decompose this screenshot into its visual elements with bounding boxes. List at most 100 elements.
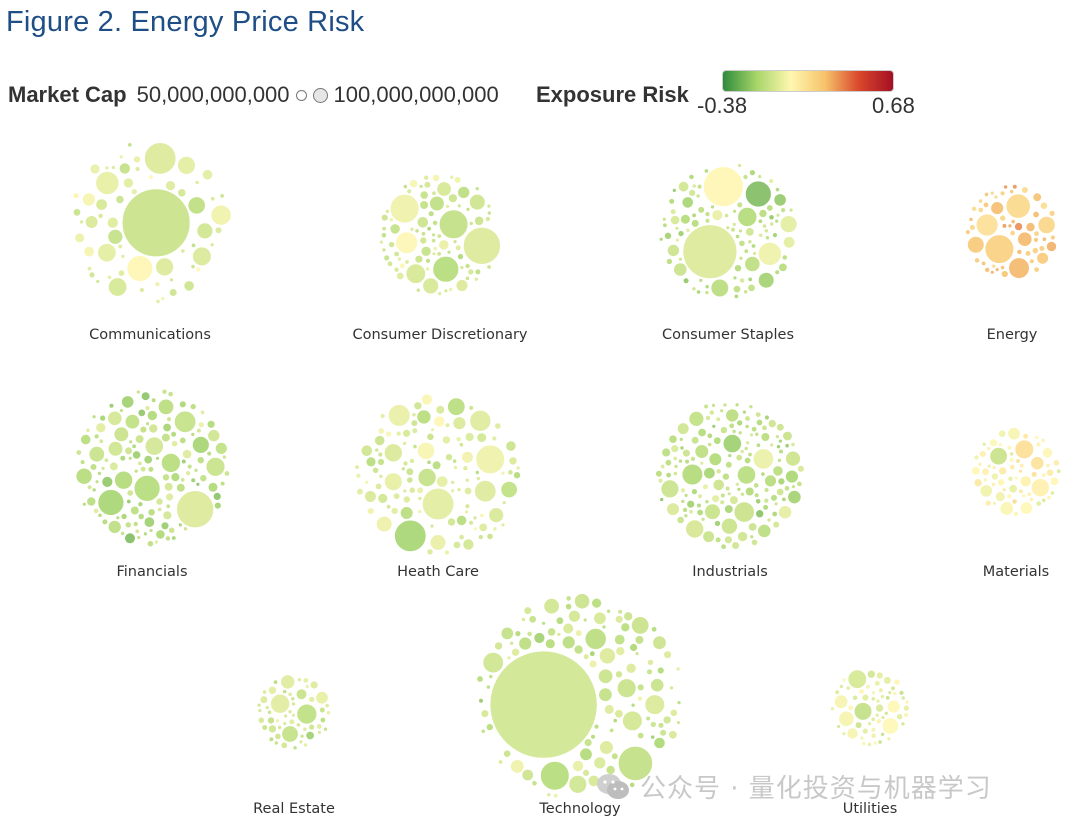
company-bubble[interactable] <box>267 724 277 734</box>
company-bubble[interactable] <box>74 232 85 244</box>
company-bubble[interactable] <box>462 465 469 472</box>
company-bubble[interactable] <box>573 644 584 655</box>
company-bubble[interactable] <box>126 498 132 505</box>
company-bubble[interactable] <box>984 234 1015 264</box>
company-bubble[interactable] <box>663 650 672 660</box>
company-bubble[interactable] <box>423 174 430 181</box>
company-bubble[interactable] <box>708 452 723 467</box>
company-bubble[interactable] <box>727 453 733 459</box>
company-bubble[interactable] <box>568 609 581 623</box>
company-bubble[interactable] <box>677 230 685 238</box>
company-bubble[interactable] <box>999 501 1015 516</box>
company-bubble[interactable] <box>838 710 855 727</box>
company-bubble[interactable] <box>711 402 716 408</box>
company-bubble[interactable] <box>127 142 133 148</box>
company-bubble[interactable] <box>402 184 408 190</box>
company-bubble[interactable] <box>415 287 421 293</box>
company-bubble[interactable] <box>669 208 677 216</box>
company-bubble[interactable] <box>381 247 387 253</box>
company-bubble[interactable] <box>142 531 148 537</box>
company-bubble[interactable] <box>385 504 392 510</box>
company-bubble[interactable] <box>1033 236 1039 243</box>
company-bubble[interactable] <box>680 487 687 494</box>
company-bubble[interactable] <box>668 434 678 444</box>
company-bubble[interactable] <box>691 488 698 496</box>
company-bubble[interactable] <box>684 458 690 465</box>
company-bubble[interactable] <box>480 709 490 718</box>
company-bubble[interactable] <box>772 465 784 477</box>
company-bubble[interactable] <box>85 427 91 433</box>
company-bubble[interactable] <box>597 668 614 685</box>
company-bubble[interactable] <box>145 421 151 427</box>
company-bubble[interactable] <box>1008 484 1018 494</box>
company-bubble[interactable] <box>745 227 755 237</box>
company-bubble[interactable] <box>742 409 747 415</box>
company-bubble[interactable] <box>674 225 680 231</box>
company-bubble[interactable] <box>719 408 725 414</box>
company-bubble[interactable] <box>629 781 636 789</box>
company-bubble[interactable] <box>984 499 992 507</box>
company-bubble[interactable] <box>515 465 521 471</box>
company-bubble[interactable] <box>608 727 615 734</box>
company-bubble[interactable] <box>846 727 859 740</box>
company-bubble[interactable] <box>672 470 679 477</box>
company-bubble[interactable] <box>410 419 419 427</box>
company-bubble[interactable] <box>1052 459 1061 467</box>
company-bubble[interactable] <box>371 466 380 474</box>
company-bubble[interactable] <box>999 190 1006 197</box>
company-bubble[interactable] <box>196 427 202 434</box>
company-bubble[interactable] <box>270 693 291 714</box>
company-bubble[interactable] <box>79 459 86 465</box>
company-bubble[interactable] <box>190 242 197 249</box>
company-bubble[interactable] <box>1030 456 1045 471</box>
company-bubble[interactable] <box>879 694 885 700</box>
company-bubble[interactable] <box>182 448 193 460</box>
company-bubble[interactable] <box>769 442 775 448</box>
company-bubble[interactable] <box>975 213 999 237</box>
company-bubble[interactable] <box>459 265 465 270</box>
company-bubble[interactable] <box>107 519 122 534</box>
company-bubble[interactable] <box>214 441 228 455</box>
company-bubble[interactable] <box>501 500 507 506</box>
company-bubble[interactable] <box>615 670 624 679</box>
company-bubble[interactable] <box>865 684 871 690</box>
company-bubble[interactable] <box>599 740 614 755</box>
company-bubble[interactable] <box>521 768 534 782</box>
company-bubble[interactable] <box>617 608 623 615</box>
company-bubble[interactable] <box>107 277 128 297</box>
company-bubble[interactable] <box>658 236 664 242</box>
company-bubble[interactable] <box>758 208 768 218</box>
company-bubble[interactable] <box>468 405 475 411</box>
company-bubble[interactable] <box>735 453 743 462</box>
company-bubble[interactable] <box>196 222 214 240</box>
company-bubble[interactable] <box>900 695 906 701</box>
company-bubble[interactable] <box>318 706 326 714</box>
company-bubble[interactable] <box>287 709 293 715</box>
company-bubble[interactable] <box>685 227 691 233</box>
company-bubble[interactable] <box>379 413 386 419</box>
company-bubble[interactable] <box>474 268 482 276</box>
company-bubble[interactable] <box>143 142 177 175</box>
company-bubble[interactable] <box>682 506 689 513</box>
company-bubble[interactable] <box>1041 447 1054 459</box>
company-bubble[interactable] <box>546 792 552 798</box>
company-bubble[interactable] <box>429 523 435 529</box>
company-bubble[interactable] <box>982 477 988 483</box>
company-bubble[interactable] <box>673 262 688 277</box>
company-bubble[interactable] <box>1008 257 1030 279</box>
company-bubble[interactable] <box>1032 192 1042 202</box>
company-bubble[interactable] <box>775 422 785 432</box>
company-bubble[interactable] <box>871 690 876 696</box>
company-bubble[interactable] <box>476 432 488 443</box>
company-bubble[interactable] <box>88 446 106 463</box>
company-bubble[interactable] <box>971 205 978 212</box>
company-bubble[interactable] <box>776 444 782 450</box>
company-bubble[interactable] <box>93 507 100 514</box>
company-bubble[interactable] <box>998 466 1008 476</box>
company-bubble[interactable] <box>715 468 722 475</box>
company-bubble[interactable] <box>455 436 462 443</box>
company-bubble[interactable] <box>396 271 405 281</box>
company-bubble[interactable] <box>867 721 872 727</box>
company-bubble[interactable] <box>455 279 469 292</box>
company-bubble[interactable] <box>743 456 752 465</box>
